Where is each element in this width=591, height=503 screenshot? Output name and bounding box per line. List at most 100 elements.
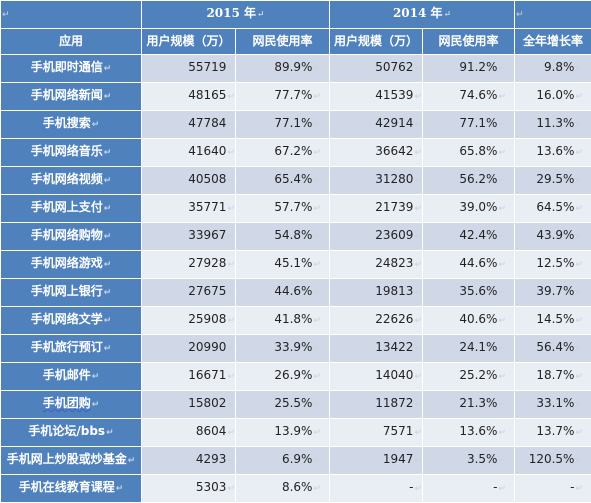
app-name-cell: 手机在线教育课程↵: [1, 475, 142, 503]
rate-2015-cell: 45.1%↵: [236, 251, 330, 279]
rate-2014-value: 91.2%: [459, 60, 497, 74]
growth-value: 33.1%: [536, 396, 574, 410]
app-name-cell: 手机网络文学↵: [1, 307, 142, 335]
para-mark: ↵: [227, 148, 235, 158]
table-row: 手机网络文学↵25908↵41.8%↵22626↵40.6%↵14.5%↵: [1, 307, 591, 335]
rate-2015-cell: 41.8%↵: [236, 307, 330, 335]
para-mark: ↵: [104, 92, 112, 102]
growth-cell: 56.4%↵: [515, 335, 591, 363]
para-mark: ↵: [575, 92, 583, 102]
para-mark: ↵: [498, 92, 506, 102]
para-mark: ↵: [498, 176, 506, 186]
para-mark: ↵: [575, 64, 583, 74]
users-2014-value: 22626: [375, 312, 413, 326]
para-mark: ↵: [444, 10, 452, 20]
table-row: 手机网上炒股或炒基金↵4293↵6.9%↵1947↵3.5%↵120.5%↵: [1, 447, 591, 475]
users-2015-value: 41640: [188, 144, 226, 158]
users-2014-cell: 14040↵: [330, 363, 423, 391]
para-mark: ↵: [257, 10, 265, 20]
para-mark: ↵: [104, 316, 112, 326]
growth-corner-cell: ↵: [515, 1, 591, 29]
users-2014-cell: 1947↵: [330, 447, 423, 475]
users-2014-column-header: 用户规模（万）: [330, 29, 423, 55]
app-name: 手机搜索: [43, 116, 91, 130]
users-2014-value: 31280: [375, 172, 413, 186]
para-mark: ↵: [104, 260, 112, 270]
para-mark: ↵: [498, 260, 506, 270]
para-mark: ↵: [575, 148, 583, 158]
para-mark: ↵: [414, 148, 422, 158]
rate-2014-value: 3.5%: [467, 452, 498, 466]
rate-2015-value: 26.9%: [274, 368, 312, 382]
para-mark: ↵: [227, 428, 235, 438]
para-mark: ↵: [227, 204, 235, 214]
users-2014-cell: 31280↵: [330, 167, 423, 195]
rate-2014-value: 44.6%: [459, 256, 497, 270]
para-mark: ↵: [116, 484, 124, 494]
rate-2015-cell: 25.5%↵: [236, 391, 330, 419]
users-2015-value: 35771: [188, 200, 226, 214]
app-name: 手机网上支付: [31, 200, 103, 214]
para-mark: ↵: [498, 288, 506, 298]
rate-2014-cell: 56.2%↵: [423, 167, 515, 195]
users-2014-cell: 36642↵: [330, 139, 423, 167]
para-mark: ↵: [498, 456, 506, 466]
para-mark: ↵: [104, 288, 112, 298]
users-2014-value: 1947: [383, 452, 414, 466]
rate-2015-value: 54.8%: [274, 228, 312, 242]
rate-2014-cell: 3.5%↵: [423, 447, 515, 475]
rate-2015-value: 33.9%: [274, 340, 312, 354]
rate-2014-cell: 35.6%↵: [423, 279, 515, 307]
rate-2014-cell: 21.3%↵: [423, 391, 515, 419]
table-row: 手机旅行预订↵20990↵33.9%↵13422↵24.1%↵56.4%↵: [1, 335, 591, 363]
users-2015-cell: 41640↵: [142, 139, 236, 167]
users-2015-cell: 33967↵: [142, 223, 236, 251]
growth-cell: 39.7%↵: [515, 279, 591, 307]
para-mark: ↵: [575, 372, 583, 382]
table-row: 手机邮件↵16671↵26.9%↵14040↵25.2%↵18.7%↵: [1, 363, 591, 391]
users-2015-value: 27675: [188, 284, 226, 298]
users-2014-value: 21739: [375, 200, 413, 214]
users-2015-cell: 40508↵: [142, 167, 236, 195]
para-mark: ↵: [313, 372, 321, 382]
para-mark: ↵: [575, 288, 583, 298]
users-2015-cell: 47784↵: [142, 111, 236, 139]
users-2014-cell: 11872↵: [330, 391, 423, 419]
growth-value: 56.4%: [536, 340, 574, 354]
rate-2014-value: 56.2%: [459, 172, 497, 186]
rate-2015-value: 44.6%: [274, 284, 312, 298]
users-2015-cell: 4293↵: [142, 447, 236, 475]
para-mark: ↵: [104, 64, 112, 74]
rate-2015-value: 65.4%: [274, 172, 312, 186]
rate-2014-cell: 40.6%↵: [423, 307, 515, 335]
para-mark: ↵: [414, 232, 422, 242]
users-2014-cell: 23609↵: [330, 223, 423, 251]
para-mark: ↵: [313, 400, 321, 410]
para-mark: ↵: [414, 288, 422, 298]
para-mark: ↵: [106, 428, 114, 438]
users-2014-cell: 50762↵: [330, 55, 423, 83]
users-2015-value: 8604: [196, 424, 227, 438]
app-name: 手机网络文学: [31, 312, 103, 326]
para-mark: ↵: [414, 204, 422, 214]
growth-cell: 29.5%↵: [515, 167, 591, 195]
rate-2015-value: 45.1%: [274, 256, 312, 270]
users-2015-cell: 48165↵: [142, 83, 236, 111]
rate-2014-value: 42.4%: [459, 228, 497, 242]
table-row: 手机网络音乐↵41640↵67.2%↵36642↵65.8%↵13.6%↵: [1, 139, 591, 167]
growth-value: -: [570, 480, 574, 494]
rate-2015-cell: 8.6%↵: [236, 475, 330, 503]
app-name-cell: 手机网络购物↵: [1, 223, 142, 251]
growth-column-label: 全年增长率: [523, 34, 583, 48]
para-mark: ↵: [227, 456, 235, 466]
rate-2014-value: 39.0%: [459, 200, 497, 214]
year-2014-header: 2014 年↵: [330, 1, 515, 29]
users-2014-column-label: 用户规模（万）: [334, 34, 418, 48]
users-2014-value: 7571: [383, 424, 414, 438]
para-mark: ↵: [575, 400, 583, 410]
para-mark: ↵: [92, 400, 100, 410]
users-2015-value: 25908: [188, 312, 226, 326]
app-name-cell: 手机旅行预订↵: [1, 335, 142, 363]
growth-cell: 64.5%↵: [515, 195, 591, 223]
users-2015-value: 16671: [188, 368, 226, 382]
